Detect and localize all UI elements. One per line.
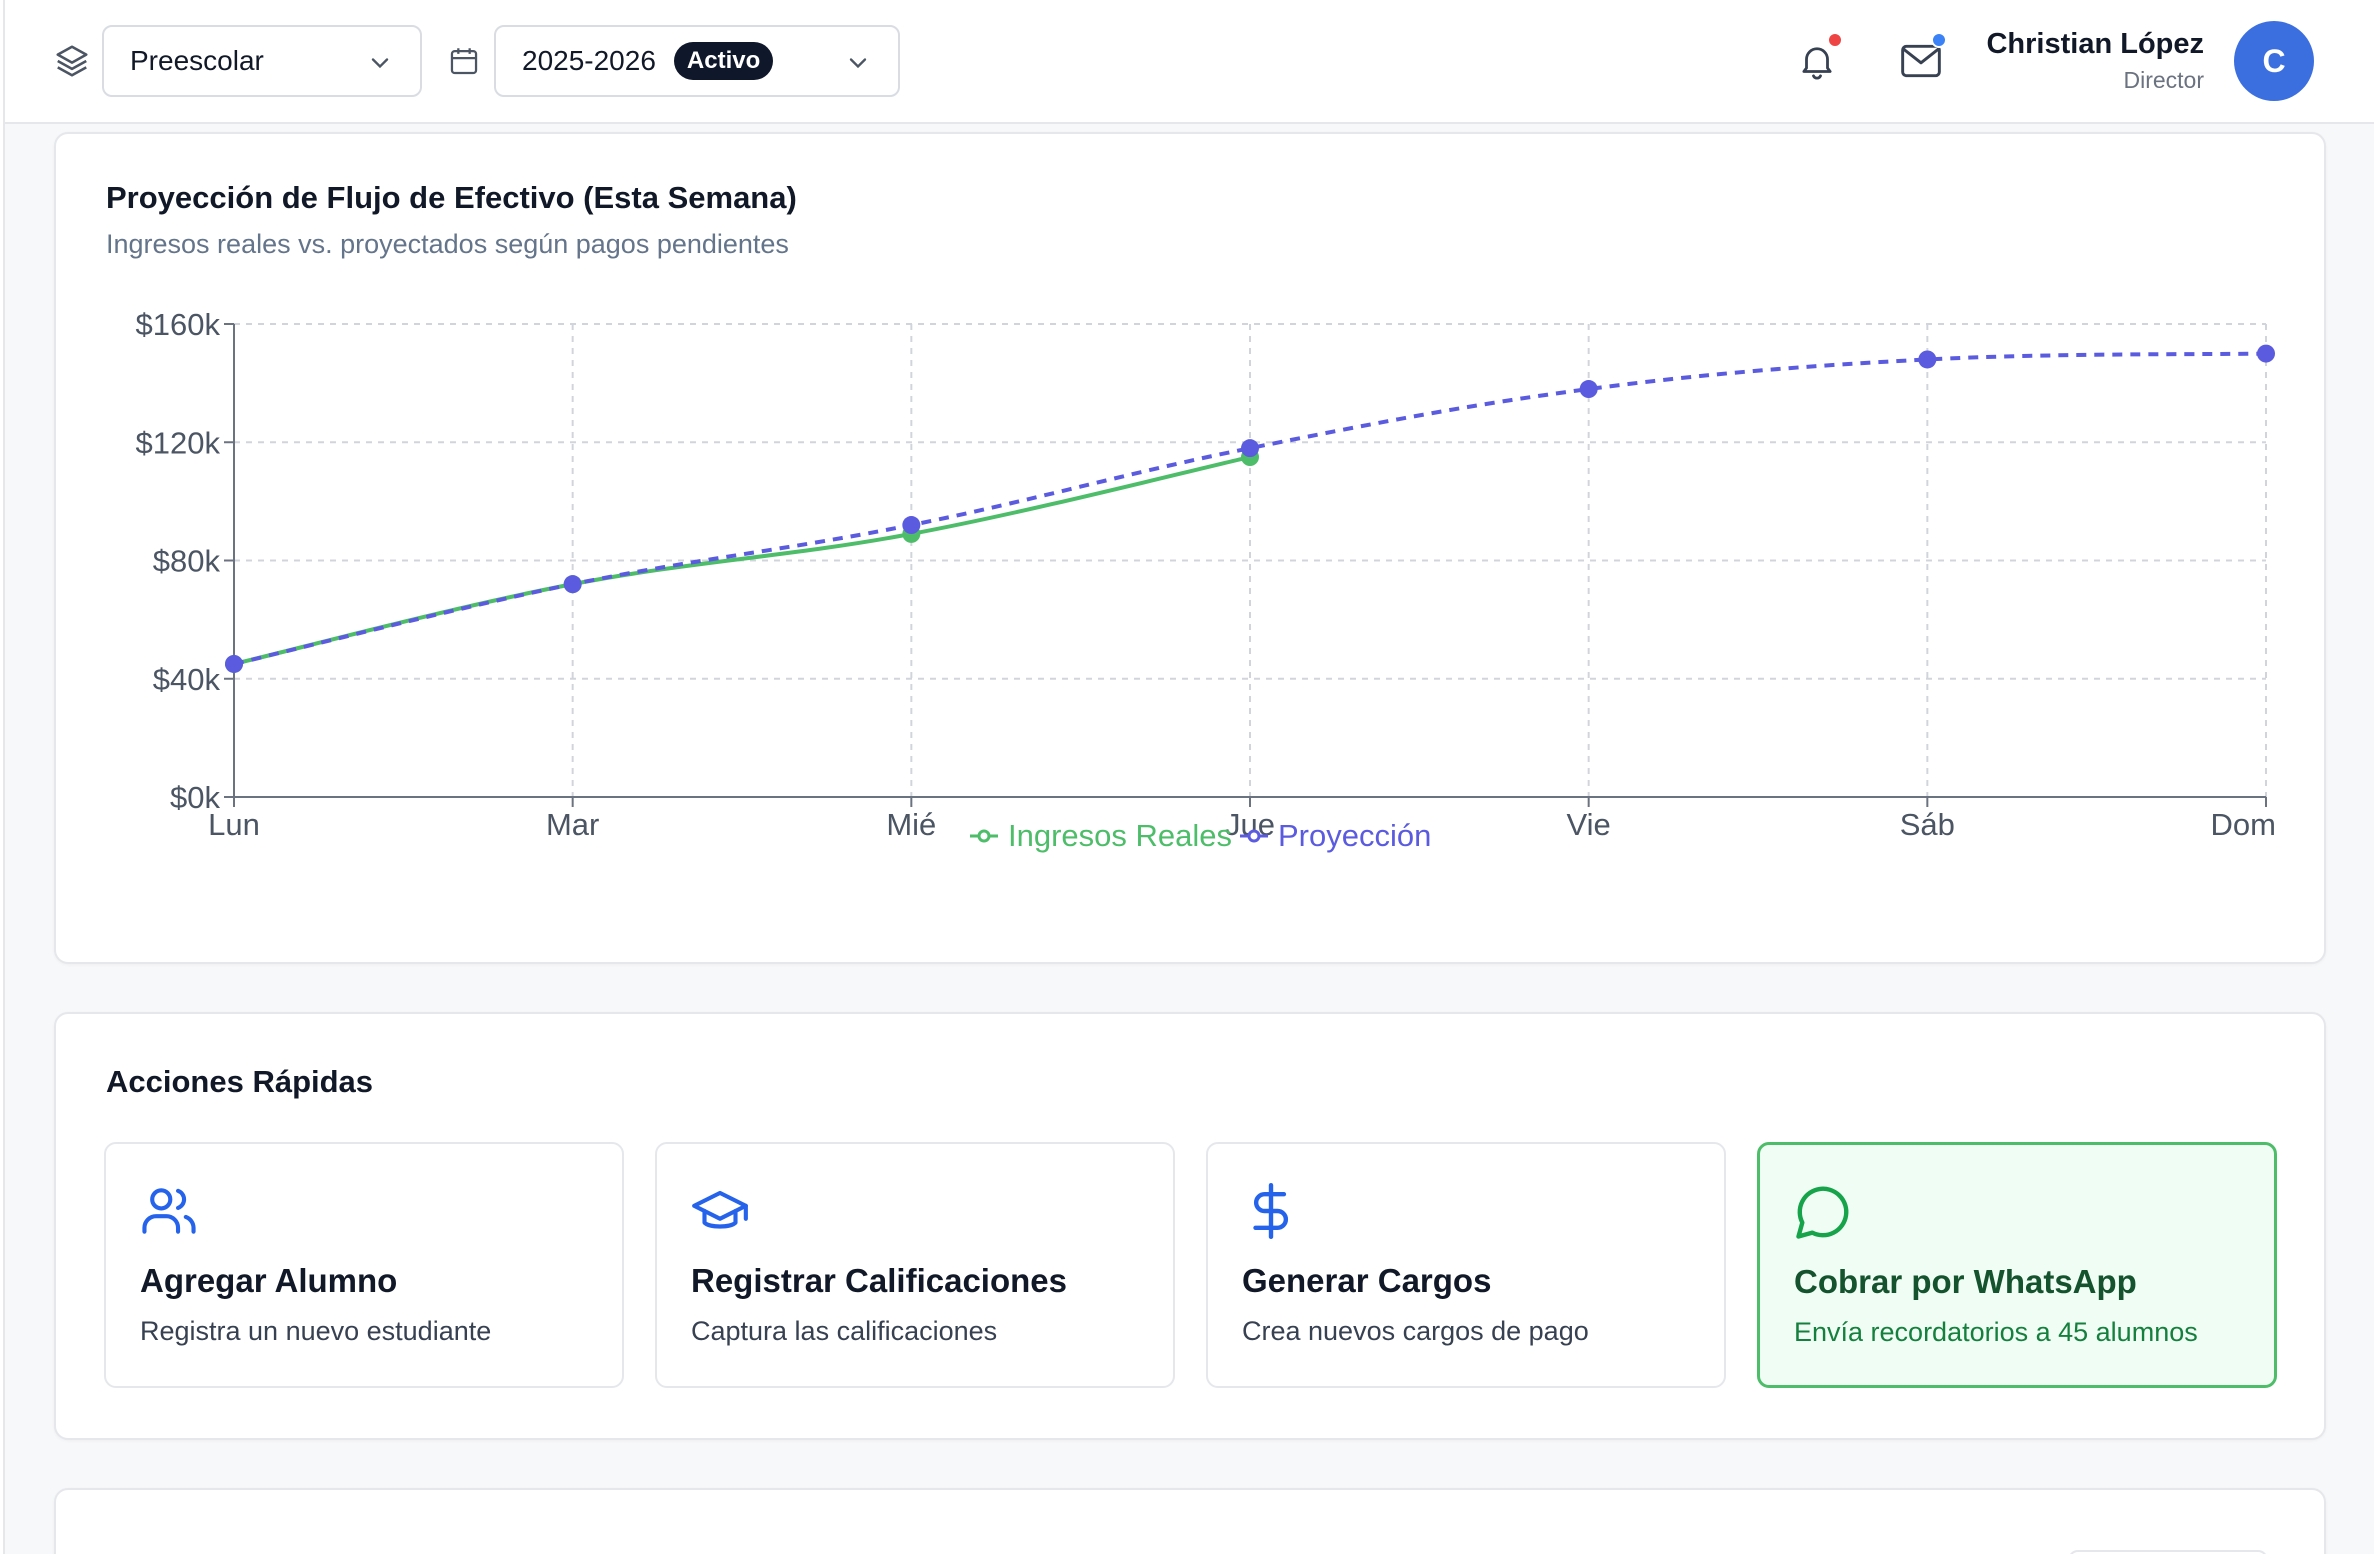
message-circle-icon — [1796, 1186, 1849, 1239]
action-title: Agregar Alumno — [140, 1262, 398, 1299]
action-desc: Captura las calificaciones — [691, 1316, 998, 1346]
avatar[interactable]: C — [2234, 21, 2314, 101]
y-tick-label: $40k — [153, 662, 221, 697]
x-tick-label: Sáb — [1900, 807, 1955, 842]
y-tick-label: $0k — [170, 780, 220, 815]
user-name: Christian López — [1986, 28, 2204, 60]
chevron-down-icon — [849, 58, 867, 69]
legend-label: Ingresos Reales — [1008, 818, 1232, 853]
calendar-icon — [450, 48, 478, 75]
legend-label: Proyección — [1278, 818, 1431, 853]
data-point — [1918, 350, 1937, 369]
bell-icon[interactable] — [1796, 40, 1838, 82]
layers-icon — [56, 45, 88, 77]
data-point — [225, 654, 243, 673]
action-title: Registrar Calificaciones — [691, 1262, 1067, 1299]
legend-swatch-dot — [1247, 829, 1261, 843]
quick-actions-title: Acciones Rápidas — [106, 1064, 374, 1099]
dollar-icon — [1253, 1182, 1288, 1240]
notification-dot — [1827, 32, 1843, 48]
legend-swatch-dot — [977, 829, 991, 843]
chevron-down-icon — [371, 58, 389, 69]
action-title: Cobrar por WhatsApp — [1794, 1263, 2137, 1300]
section-control[interactable] — [2068, 1550, 2268, 1554]
whatsapp-collect-button[interactable]: Cobrar por WhatsApp Envía recordatorios … — [1757, 1142, 2277, 1388]
action-title: Generar Cargos — [1242, 1262, 1492, 1299]
users-icon — [142, 1188, 196, 1234]
level-select-value: Preescolar — [130, 45, 264, 76]
action-desc: Crea nuevos cargos de pago — [1242, 1316, 1589, 1346]
user-role: Director — [2123, 67, 2204, 93]
message-dot — [1931, 32, 1947, 48]
data-point — [1579, 380, 1598, 399]
add-student-button[interactable]: Agregar Alumno Registra un nuevo estudia… — [104, 1142, 624, 1388]
active-badge: Activo — [673, 42, 774, 80]
generate-charges-button[interactable]: Generar Cargos Crea nuevos cargos de pag… — [1206, 1142, 1726, 1388]
graduation-cap-icon — [692, 1190, 748, 1229]
quick-actions-card: Acciones Rápidas Agregar Alumno Registra… — [54, 1012, 2326, 1440]
sidebar-edge — [0, 0, 5, 1554]
x-tick-label: Dom — [2211, 807, 2276, 842]
register-grades-button[interactable]: Registrar Calificaciones Captura las cal… — [655, 1142, 1175, 1388]
action-desc: Envía recordatorios a 45 alumnos — [1794, 1317, 2198, 1347]
data-point — [1241, 439, 1259, 458]
data-point — [902, 516, 921, 535]
school-year-value: 2025-2026 — [522, 45, 656, 76]
x-tick-label: Mié — [886, 807, 936, 842]
series-line-ingresos-reales — [233, 455, 1251, 666]
level-select[interactable]: Preescolar — [102, 25, 422, 97]
cashflow-subtitle: Ingresos reales vs. proyectados según pa… — [106, 229, 789, 259]
data-point — [2257, 344, 2275, 363]
top-header: Preescolar 2025-2026 Activo Christian Ló… — [5, 0, 2374, 124]
y-tick-label: $80k — [153, 544, 221, 579]
x-tick-label: Vie — [1567, 807, 1611, 842]
action-desc: Registra un nuevo estudiante — [140, 1316, 492, 1346]
data-point — [563, 575, 582, 594]
x-tick-label: Lun — [208, 807, 260, 842]
cashflow-title: Proyección de Flujo de Efectivo (Esta Se… — [106, 180, 797, 215]
x-tick-label: Mar — [546, 807, 599, 842]
y-tick-label: $160k — [136, 307, 221, 342]
y-tick-label: $120k — [136, 425, 221, 460]
next-section-card — [54, 1488, 2326, 1554]
school-year-select[interactable]: 2025-2026 Activo — [494, 25, 900, 97]
mail-icon[interactable] — [1899, 42, 1943, 80]
cashflow-card: Proyección de Flujo de Efectivo (Esta Se… — [54, 132, 2326, 964]
